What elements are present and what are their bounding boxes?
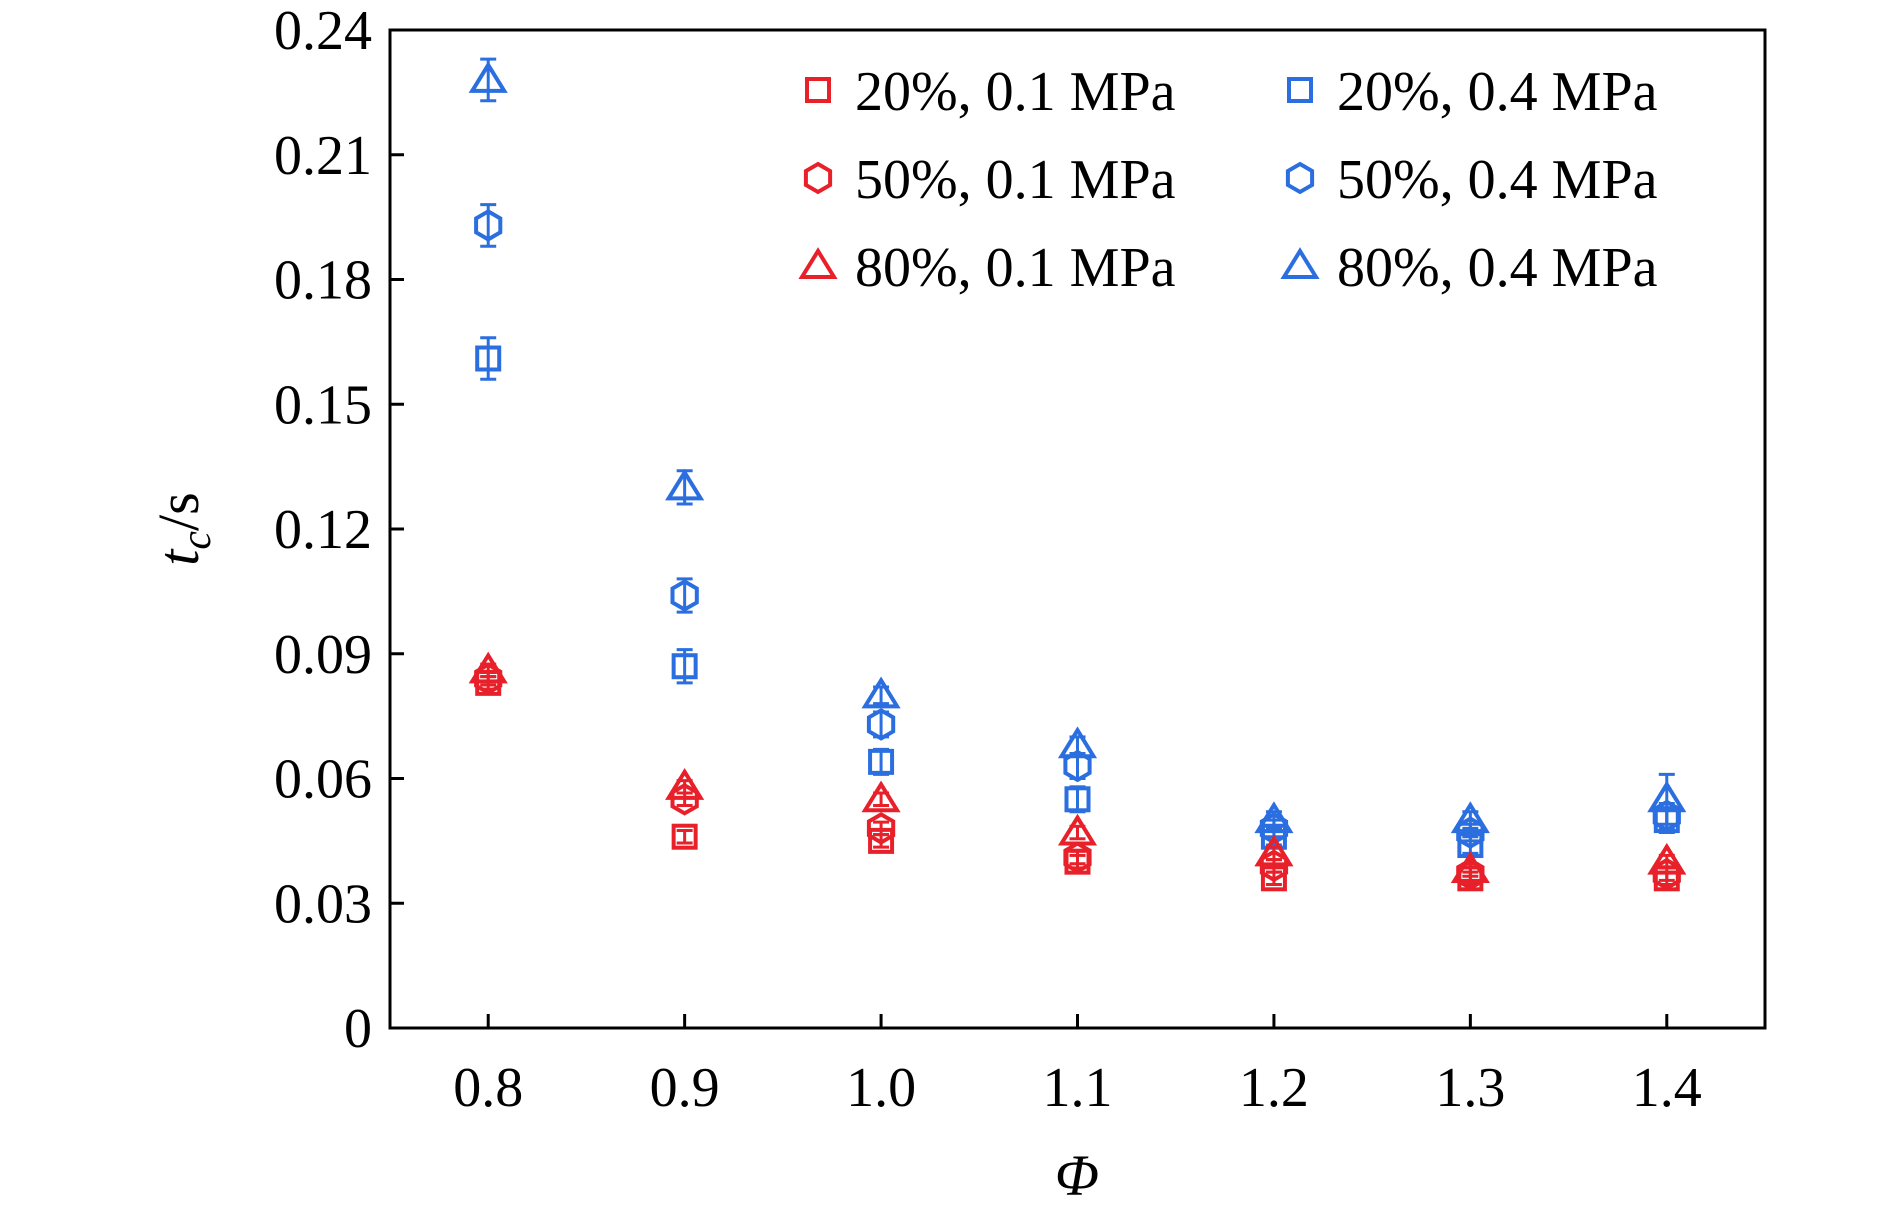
data-point [665,468,705,501]
data-point [1254,834,1294,867]
y-axis-title-unit: /s [146,492,211,531]
axis-ticks: 0 0.03 0.06 0.09 0.12 0.15 0.18 0.21 0.24 0.8 0.9 1… [274,0,1702,1119]
y-tick-label: 0.21 [274,125,372,187]
data-point [671,823,698,850]
data-point [866,708,896,741]
legend-marker [803,161,833,195]
legend-label: 50%, 0.4 MPa [1337,149,1658,211]
legend-label: 50%, 0.1 MPa [855,149,1176,211]
series-6 [468,57,1687,834]
legend-item: 20%, 0.4 MPa [1287,61,1658,123]
legend-item: 50%, 0.4 MPa [1285,149,1658,211]
data-point [670,579,699,612]
data-point [1647,780,1687,813]
x-tick-label: 0.9 [650,1057,720,1119]
data-point [1450,801,1490,834]
legend-marker [1280,247,1320,279]
legend: 20%, 0.1 MPa 20%, 0.4 MPa 50%, 0.1 MPa 50%,… [798,61,1658,299]
y-axis-title-main: t [146,548,211,566]
series-5 [468,651,1687,883]
x-tick-label: 1.0 [846,1057,916,1119]
y-axis-title: tc/s [146,492,220,565]
legend-marker [798,247,838,279]
x-axis-title: Φ [1055,1143,1099,1207]
y-tick-label: 0.06 [274,749,372,811]
data-point [868,748,895,775]
legend-marker [1285,161,1315,195]
y-axis-title-sub: c [174,531,220,550]
data-point [468,651,508,684]
y-tick-label: 0.15 [274,374,372,436]
x-tick-label: 0.8 [453,1057,523,1119]
data-point [1063,841,1092,874]
data-point [861,676,901,709]
data-point [671,653,698,680]
x-tick-label: 1.3 [1435,1057,1505,1119]
y-tick-label: 0.24 [274,0,372,62]
data-point [1064,786,1091,813]
data-point [866,812,896,845]
data-point [468,61,508,93]
data-point [1057,813,1098,846]
legend-label: 80%, 0.1 MPa [855,237,1176,299]
legend-marker [805,77,831,103]
data-point [1254,801,1294,834]
y-tick-label: 0.18 [274,250,372,312]
data-point [665,768,705,800]
legend-label: 20%, 0.1 MPa [855,61,1176,123]
data-point [1057,726,1098,759]
data-point [1063,749,1092,783]
y-tick-label: 0 [344,998,372,1060]
data-point [861,780,901,813]
data-point [1450,851,1490,883]
legend-item: 20%, 0.1 MPa [805,61,1176,123]
legend-item: 80%, 0.1 MPa [798,237,1176,299]
legend-item: 80%, 0.4 MPa [1280,237,1658,299]
legend-item: 50%, 0.1 MPa [803,149,1176,211]
y-tick-label: 0.12 [274,499,372,561]
x-tick-label: 1.1 [1043,1057,1113,1119]
y-tick-label: 0.09 [274,624,372,686]
data-point [1647,842,1687,875]
legend-marker [1287,77,1313,103]
y-tick-label: 0.03 [274,873,372,935]
x-tick-label: 1.2 [1239,1057,1309,1119]
legend-label: 20%, 0.4 MPa [1337,61,1658,123]
data-point [475,345,502,372]
data-point [474,209,503,242]
legend-label: 80%, 0.4 MPa [1337,237,1658,299]
data-marks [468,57,1687,892]
data-point [1456,857,1485,891]
x-tick-label: 1.4 [1632,1057,1702,1119]
